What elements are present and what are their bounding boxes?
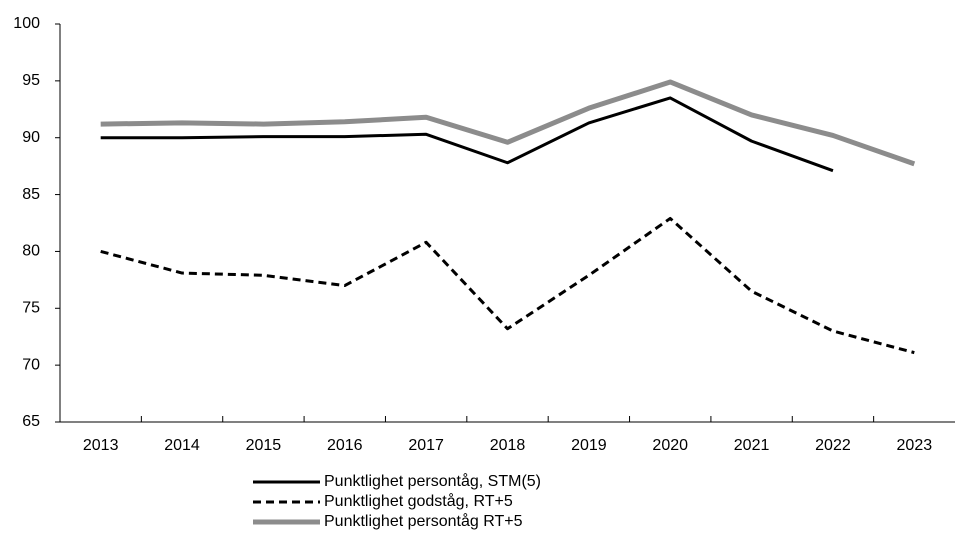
x-tick-label: 2017 bbox=[408, 437, 444, 454]
series-line bbox=[100, 79, 916, 167]
x-tick-label: 2020 bbox=[652, 437, 688, 454]
series-line bbox=[100, 96, 834, 173]
x-tick-label: 2022 bbox=[815, 437, 851, 454]
x-tick-label: 2016 bbox=[327, 437, 363, 454]
y-tick-label: 65 bbox=[22, 413, 40, 430]
legend-label: Punktlighet persontåg, STM(5) bbox=[324, 472, 541, 490]
y-tick-label: 75 bbox=[22, 300, 40, 317]
series-line bbox=[100, 216, 915, 355]
x-tick-label: 2014 bbox=[164, 437, 200, 454]
y-tick-label: 80 bbox=[22, 243, 40, 260]
y-tick-label: 85 bbox=[22, 186, 40, 203]
x-tick-label: 2021 bbox=[734, 437, 770, 454]
legend-label: Punktlighet godståg, RT+5 bbox=[324, 492, 513, 510]
x-tick-label: 2018 bbox=[490, 437, 526, 454]
y-tick-label: 90 bbox=[22, 129, 40, 146]
y-tick-label: 95 bbox=[22, 72, 40, 89]
x-tick-label: 2019 bbox=[571, 437, 607, 454]
y-tick-label: 70 bbox=[22, 356, 40, 373]
y-tick-label: 100 bbox=[13, 15, 40, 32]
x-tick-label: 2013 bbox=[83, 437, 119, 454]
x-tick-label: 2015 bbox=[246, 437, 282, 454]
x-tick-label: 2023 bbox=[897, 437, 933, 454]
legend-label: Punktlighet persontåg RT+5 bbox=[324, 512, 523, 530]
